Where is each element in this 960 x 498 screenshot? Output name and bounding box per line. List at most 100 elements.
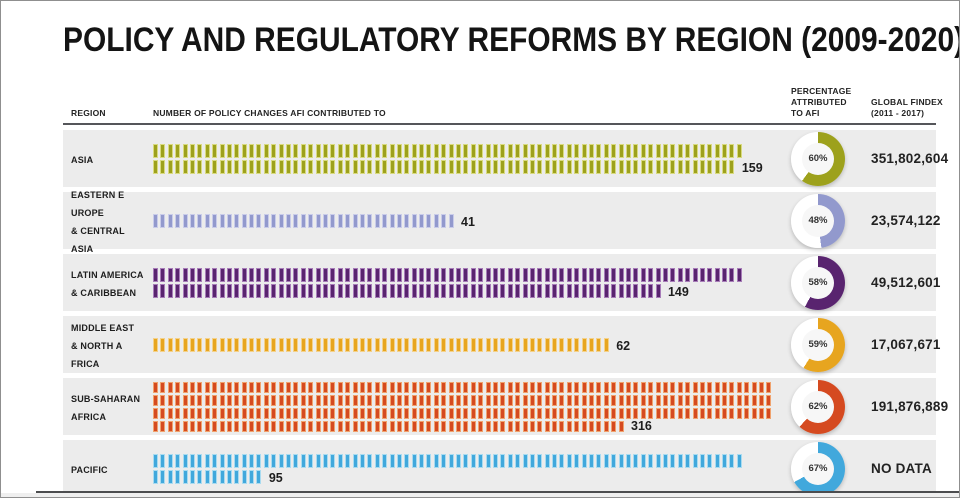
tick: [308, 160, 314, 174]
tick: [707, 395, 713, 406]
tick: [256, 395, 262, 406]
tick: [522, 160, 528, 174]
tick: [226, 268, 232, 282]
tick: [153, 144, 158, 158]
tick: [485, 338, 491, 352]
tick: [367, 454, 373, 468]
tick: [640, 160, 646, 174]
tick: [544, 268, 550, 282]
footer-rule: [36, 491, 959, 493]
tick: [330, 408, 336, 419]
tick: [522, 395, 528, 406]
tick: [374, 214, 380, 228]
tick: [300, 421, 306, 432]
tick: [448, 408, 454, 419]
tick: [241, 408, 247, 419]
region-label: ASIA: [71, 154, 94, 165]
tick: [278, 408, 284, 419]
region-label-cell: SUB-SAHARAN AFRICA: [63, 389, 147, 425]
tick: [271, 338, 277, 352]
tick: [293, 214, 299, 228]
pictogram-cell: 41: [147, 213, 777, 229]
tick: [714, 268, 720, 282]
tick: [234, 395, 240, 406]
tick: [766, 395, 772, 406]
tick: [611, 382, 617, 393]
tick: [382, 421, 388, 432]
tick: [315, 284, 321, 298]
tick: [722, 144, 728, 158]
tick: [611, 284, 617, 298]
tick-row: 316: [153, 419, 777, 432]
tick: [507, 382, 513, 393]
tick: [559, 454, 565, 468]
tick: [699, 408, 705, 419]
tick: [552, 382, 558, 393]
tick: [729, 454, 735, 468]
tick: [374, 268, 380, 282]
tick: [404, 382, 410, 393]
tick: [456, 395, 462, 406]
tick: [515, 338, 521, 352]
tick: [515, 408, 521, 419]
tick: [707, 144, 713, 158]
tick: [552, 408, 558, 419]
tick: [286, 284, 292, 298]
tick: [648, 408, 654, 419]
tick: [263, 395, 269, 406]
tick: [566, 338, 572, 352]
tick: [589, 408, 595, 419]
tick: [662, 382, 668, 393]
tick: [433, 214, 439, 228]
tick: [263, 382, 269, 393]
tick: [655, 268, 661, 282]
tick: [345, 284, 351, 298]
tick: [271, 160, 277, 174]
tick: [456, 338, 462, 352]
tick: [603, 338, 609, 352]
region-label: MIDDLE EAST & NORTH A FRICA: [71, 322, 135, 369]
tick: [411, 408, 417, 419]
tick: [456, 421, 462, 432]
tick: [241, 160, 247, 174]
tick: [337, 268, 343, 282]
tick: [581, 421, 587, 432]
tick: [286, 268, 292, 282]
tick: [315, 395, 321, 406]
tick: [478, 382, 484, 393]
tick: [603, 382, 609, 393]
tick: [293, 382, 299, 393]
tick: [404, 421, 410, 432]
tick: [699, 395, 705, 406]
tick: [212, 144, 218, 158]
tick: [153, 382, 158, 393]
tick: [677, 160, 683, 174]
tick: [633, 268, 639, 282]
tick: [626, 160, 631, 174]
tick: [544, 382, 550, 393]
tick: [374, 284, 380, 298]
tick-row: 62: [153, 337, 777, 352]
tick: [492, 395, 498, 406]
tick: [766, 408, 772, 419]
tick: [618, 144, 624, 158]
tick: [537, 408, 543, 419]
tick: [352, 382, 358, 393]
tick: [766, 382, 772, 393]
donut-percentage: 58%: [808, 277, 828, 288]
tick: [256, 160, 262, 174]
donut-cell: 60%: [777, 131, 859, 186]
tick: [404, 338, 410, 352]
tick: [441, 160, 447, 174]
tick: [522, 284, 528, 298]
tick: [478, 454, 484, 468]
tick: [448, 144, 454, 158]
tick: [529, 268, 535, 282]
tick: [278, 454, 284, 468]
tick: [662, 160, 668, 174]
tick: [271, 382, 277, 393]
tick: [677, 382, 683, 393]
tick: [315, 382, 321, 393]
tick: [655, 454, 661, 468]
tick: [352, 144, 358, 158]
